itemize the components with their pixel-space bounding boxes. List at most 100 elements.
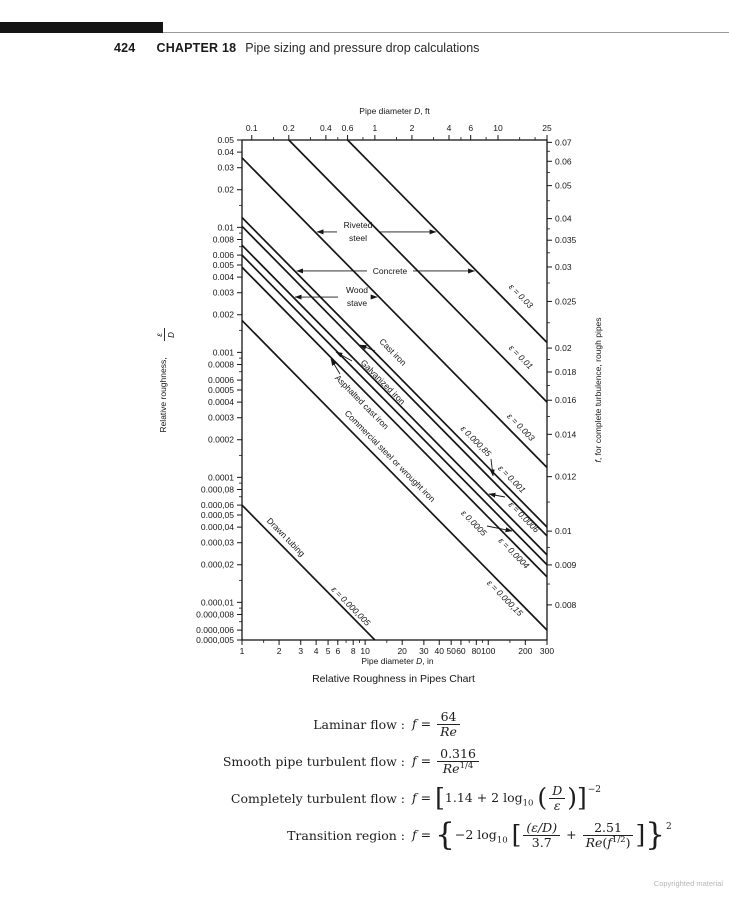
outer-exponent: 2: [665, 822, 672, 832]
formula-block: Laminar flow : f = 64 Re Smooth pipe turbul…: [0, 706, 729, 854]
fraction: 0.316 Re1/4: [437, 747, 479, 776]
log-subscript: 10: [496, 835, 508, 846]
open-brace: {: [435, 816, 455, 853]
y-right-tick-label: 0.06: [555, 156, 572, 166]
chapter-title: Pipe sizing and pressure drop calculatio…: [245, 41, 480, 55]
x-bottom-tick-label: 6: [335, 646, 340, 656]
y-left-tick-label: 0.006: [213, 250, 235, 260]
outer-exponent: −2: [587, 785, 602, 795]
y-left-tick-label: 0.0008: [208, 359, 234, 369]
equals-sign: =: [420, 753, 432, 768]
y-left-tick-label: 0.000,005: [196, 635, 234, 645]
denominator: 3.7: [523, 835, 561, 850]
svg-text:Relative roughness,: Relative roughness,: [158, 357, 168, 432]
x-bottom-tick-label: 80: [472, 646, 482, 656]
x-top-tick-label: 0.1: [246, 123, 258, 133]
denominator: Re(f1/2): [582, 834, 634, 851]
formula-expression: f = 0.316 Re1/4: [412, 747, 729, 776]
x-bottom-tick-label: 10: [360, 646, 370, 656]
open-bracket: [: [511, 819, 522, 849]
svg-text:D: D: [167, 332, 176, 338]
x-top-tick-label: 25: [542, 123, 552, 133]
x-axis-top: 0.1 0.2 0.4 0.6 1 2 4 6 10 25 Pipe diameter D, ft: [246, 106, 552, 140]
epsilon-label: ε = 0.0004: [497, 535, 532, 570]
plus-sign: +: [566, 827, 577, 842]
var-f: f: [412, 753, 417, 768]
roughness-line-eps-0.0006: [241, 244, 548, 556]
y-left-tick-label: 0.003: [213, 288, 235, 298]
material-label: Cast iron: [377, 336, 408, 367]
epsilon-label: ε = 0.000,15: [485, 578, 525, 618]
epsilon-label: ε = 0.01: [507, 343, 535, 372]
formula-label: Transition region :: [287, 828, 405, 843]
x-bottom-tick-label: 40: [435, 646, 445, 656]
fraction: 2.51 Re(f1/2): [582, 820, 634, 851]
roughness-line-eps-0.0005: [241, 254, 548, 566]
header-black-bar: [0, 22, 163, 33]
x-top-tick-label: 10: [493, 123, 503, 133]
close-paren: ): [567, 782, 577, 812]
y-right-tick-label: 0.009: [555, 560, 577, 570]
copyright-notice: Copyrighted material: [653, 879, 723, 888]
chapter-label: CHAPTER 18: [156, 41, 237, 55]
y-right-tick-label: 0.02: [555, 343, 572, 353]
formula-completely-turbulent: Completely turbulent flow : f = [1.14 + 2 …: [0, 780, 729, 817]
formula-label: Laminar flow :: [313, 717, 405, 732]
y-right-tick-label: 0.008: [555, 600, 577, 610]
y-left-tick-label: 0.05: [217, 135, 234, 145]
roughness-line-eps-0.000005: [241, 504, 376, 641]
numerator: 64: [440, 709, 457, 725]
y-left-tick-label: 0.000,05: [201, 510, 234, 520]
y-left-axis-title: Relative roughness, ε D: [155, 328, 176, 433]
y-left-tick-label: 0.0001: [208, 472, 234, 482]
fraction: 64 Re: [437, 710, 460, 739]
close-paren: ): [625, 835, 631, 851]
y-left-tick-label: 0.04: [217, 147, 234, 157]
x-top-tick-label: 0.6: [342, 123, 354, 133]
x-bottom-tick-label: 100: [481, 646, 495, 656]
y-left-tick-label: 0.0003: [208, 413, 234, 423]
denominator: Re: [437, 724, 460, 739]
material-label: Drawn tubing: [265, 516, 307, 559]
chart-caption: Relative Roughness in Pipes Chart: [312, 673, 475, 685]
formula-expression: f = {−2 log10 [(ε/D) 3.7 +2.51 Re(f1/2)]}2: [412, 819, 729, 851]
epsilon-label: ε = 0.000,005: [329, 584, 372, 628]
x-bottom-tick-label: 3: [298, 646, 303, 656]
x-axis-bottom: 1 2 3 4 5 6 8 10 20 30 40 50 60 80 100 200 300 Pipe diame…: [240, 640, 554, 666]
x-bottom-tick-label: 5: [326, 646, 331, 656]
log-subscript: 10: [522, 798, 534, 809]
formula-smooth-turbulent: Smooth pipe turbulent flow : f = 0.316 Re1/…: [0, 743, 729, 780]
numerator: 2.51: [594, 820, 622, 836]
pointer-arrows: [330, 344, 513, 533]
x-top-tick-label: 6: [468, 123, 473, 133]
x-bottom-axis-title: Pipe diameter D, in: [361, 656, 434, 666]
y-left-tick-label: 0.000,04: [201, 522, 234, 532]
var-f: f: [412, 716, 417, 731]
roughness-line-eps-0.0004: [241, 266, 548, 578]
page-header: 424 CHAPTER 18 Pipe sizing and pressure dr…: [114, 41, 479, 55]
y-right-tick-label: 0.04: [555, 214, 572, 224]
var-epsilon: ε: [553, 798, 561, 813]
x-bottom-tick-label: 60: [456, 646, 466, 656]
x-bottom-tick-label: 200: [518, 646, 532, 656]
band-label: steel: [349, 233, 367, 243]
x-bottom-tick-label: 8: [351, 646, 356, 656]
open-paren: (: [602, 835, 608, 851]
equals-sign: =: [420, 790, 432, 805]
x-bottom-tick-label: 1: [240, 646, 245, 656]
y-left-tick-label: 0.000,06: [201, 500, 234, 510]
y-left-tick-label: 0.008: [213, 234, 235, 244]
band-label: Concrete: [373, 266, 408, 276]
y-left-tick-label: 0.000,01: [201, 597, 234, 607]
close-bracket: ]: [576, 782, 587, 812]
formula-transition: Transition region : f = {−2 log10 [(ε/D) 3.…: [0, 817, 729, 854]
numerator: (ε/D): [523, 821, 560, 835]
x-top-tick-label: 1: [373, 123, 378, 133]
x-bottom-tick-label: 50: [446, 646, 456, 656]
y-left-tick-label: 0.02: [217, 185, 234, 195]
close-bracket: ]: [635, 819, 646, 849]
y-left-tick-label: 0.03: [217, 163, 234, 173]
